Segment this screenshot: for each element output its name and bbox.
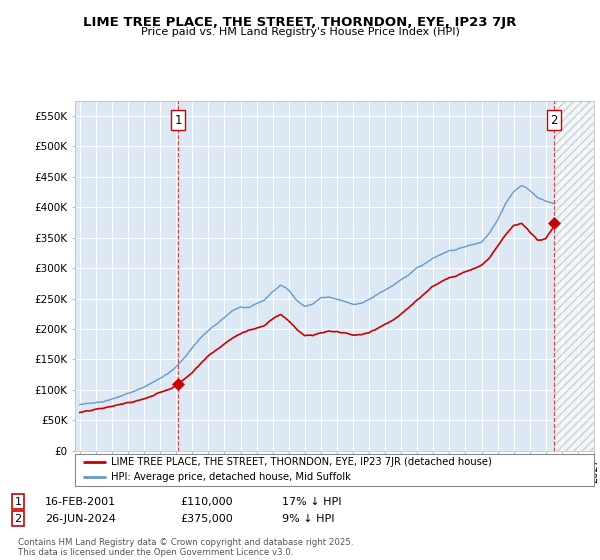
Text: £375,000: £375,000 <box>180 514 233 524</box>
Text: 2: 2 <box>14 514 22 524</box>
Text: Price paid vs. HM Land Registry's House Price Index (HPI): Price paid vs. HM Land Registry's House … <box>140 27 460 37</box>
Text: 16-FEB-2001: 16-FEB-2001 <box>45 497 116 507</box>
Bar <box>554 101 594 451</box>
Text: 17% ↓ HPI: 17% ↓ HPI <box>282 497 341 507</box>
Text: LIME TREE PLACE, THE STREET, THORNDON, EYE, IP23 7JR (detached house): LIME TREE PLACE, THE STREET, THORNDON, E… <box>112 457 492 467</box>
Text: 9% ↓ HPI: 9% ↓ HPI <box>282 514 335 524</box>
Text: £110,000: £110,000 <box>180 497 233 507</box>
Text: LIME TREE PLACE, THE STREET, THORNDON, EYE, IP23 7JR: LIME TREE PLACE, THE STREET, THORNDON, E… <box>83 16 517 29</box>
Text: Contains HM Land Registry data © Crown copyright and database right 2025.
This d: Contains HM Land Registry data © Crown c… <box>18 538 353 557</box>
Bar <box>554 101 594 451</box>
Text: 1: 1 <box>175 114 182 127</box>
Text: 1: 1 <box>14 497 22 507</box>
Text: 26-JUN-2024: 26-JUN-2024 <box>45 514 116 524</box>
Text: HPI: Average price, detached house, Mid Suffolk: HPI: Average price, detached house, Mid … <box>112 472 351 482</box>
Text: 2: 2 <box>550 114 557 127</box>
